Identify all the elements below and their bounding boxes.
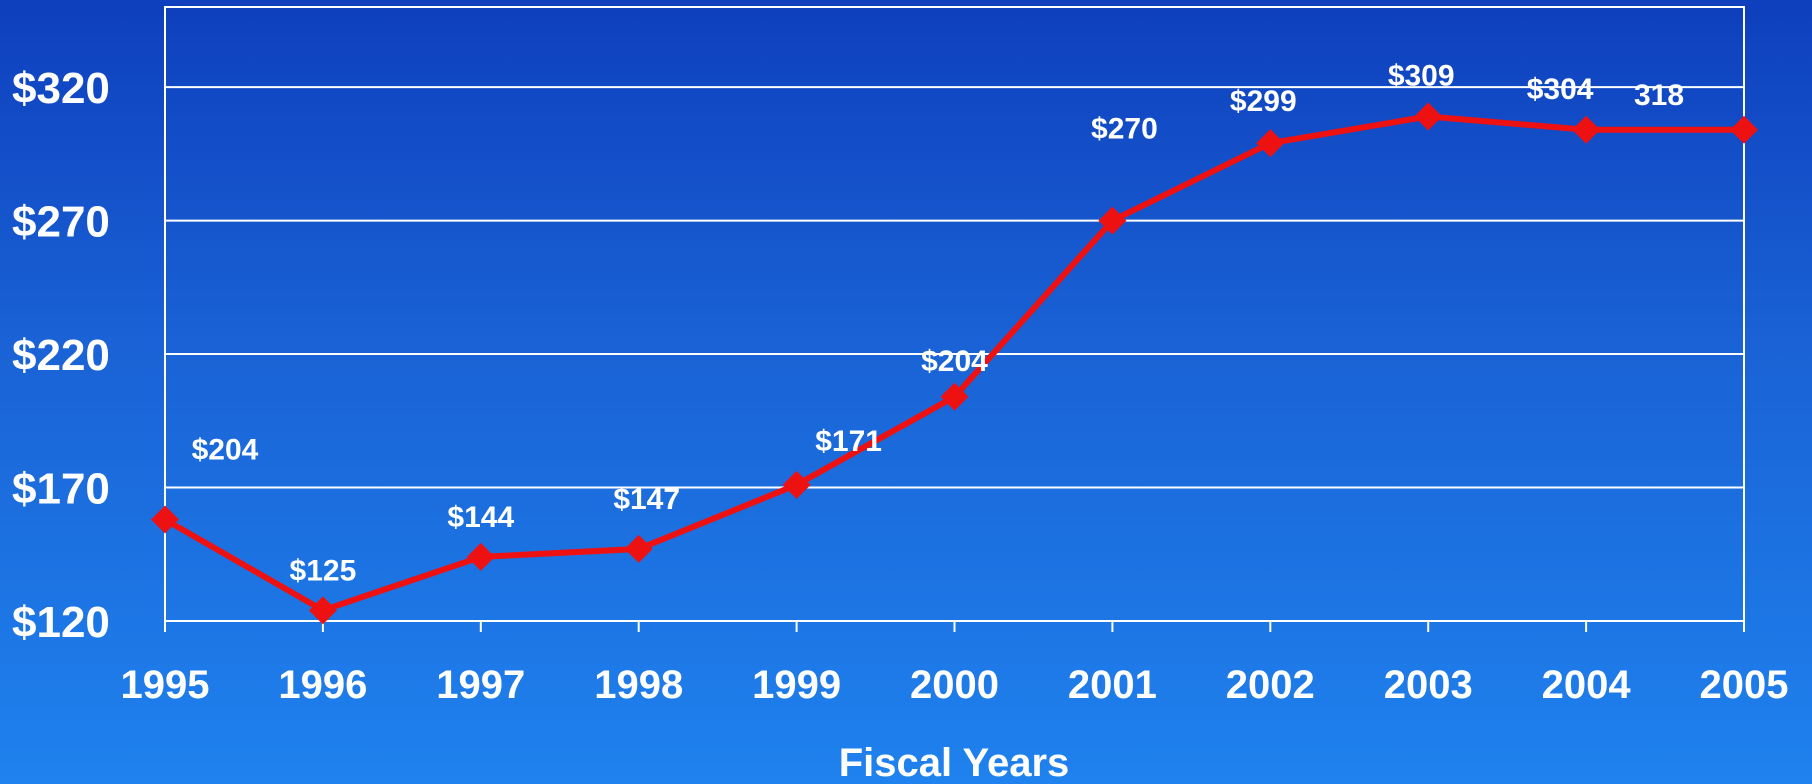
x-tick-label: 1997	[436, 663, 525, 707]
data-label-2003: $309	[1388, 59, 1455, 92]
data-label-1995: $204	[192, 434, 259, 467]
x-tick-label: 1999	[752, 663, 841, 707]
x-tick-label: 1995	[121, 663, 210, 707]
data-label-2004: $304	[1527, 73, 1594, 106]
data-label-1999: $171	[815, 425, 882, 458]
y-tick-label: $320	[12, 64, 110, 113]
data-label-layer: $204 $125 $144 $147 $171 $204 $270 $299 $309 $304…	[192, 59, 1684, 587]
y-axis: $120 $170 $220 $270 $320	[12, 64, 110, 647]
y-tick-label: $270	[12, 198, 110, 247]
x-tick-label: 2000	[910, 663, 999, 707]
data-label-2002: $299	[1230, 85, 1297, 118]
data-label-1998: $147	[613, 483, 680, 516]
x-tick-label: 1996	[278, 663, 367, 707]
y-tick-label: $220	[12, 331, 110, 380]
data-point-1995	[151, 505, 179, 534]
x-tick-label: 2005	[1700, 663, 1789, 707]
data-label-2000: $204	[921, 345, 988, 378]
data-point-2002	[1256, 129, 1285, 158]
x-tick-label: 2001	[1068, 663, 1157, 707]
data-point-2001	[1098, 206, 1127, 235]
y-tick-label: $170	[12, 465, 110, 514]
data-point-2005	[1730, 115, 1758, 144]
data-label-1997: $144	[447, 501, 514, 534]
grid-layer	[164, 6, 1745, 632]
series-layer	[151, 102, 1758, 625]
data-point-2004	[1572, 115, 1601, 144]
data-label-1996: $125	[290, 554, 357, 587]
data-point-1997	[466, 542, 495, 571]
data-point-1998	[624, 534, 653, 563]
data-point-2003	[1414, 102, 1443, 131]
x-tick-label: 2002	[1226, 663, 1315, 707]
data-label-2001: $270	[1091, 113, 1158, 146]
data-point-1996	[308, 596, 337, 625]
plot-frame	[164, 6, 1745, 622]
x-tick-label: 2003	[1384, 663, 1473, 707]
x-tick-label: 1998	[594, 663, 683, 707]
data-point-1999	[782, 470, 811, 499]
y-tick-label: $120	[12, 598, 110, 647]
data-label-2005: 318	[1634, 79, 1684, 112]
x-tick-label: 2004	[1542, 663, 1632, 707]
data-point-2000	[940, 382, 969, 411]
x-axis-title: Fiscal Years	[839, 741, 1070, 784]
x-axis: 1995 1996 1997 1998 1999 2000 2001 2002 2003 2004…	[121, 663, 1789, 707]
